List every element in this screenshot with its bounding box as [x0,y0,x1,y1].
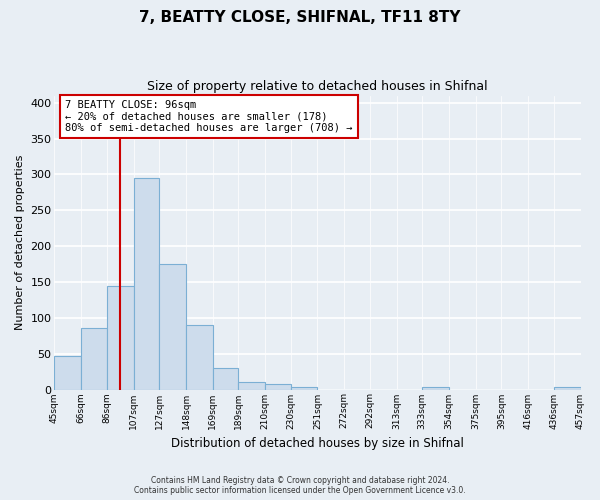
Text: Contains HM Land Registry data © Crown copyright and database right 2024.
Contai: Contains HM Land Registry data © Crown c… [134,476,466,495]
Title: Size of property relative to detached houses in Shifnal: Size of property relative to detached ho… [147,80,488,93]
Bar [422,386,449,390]
Bar [81,328,107,390]
Text: 7, BEATTY CLOSE, SHIFNAL, TF11 8TY: 7, BEATTY CLOSE, SHIFNAL, TF11 8TY [139,10,461,25]
Bar [265,384,290,390]
Bar [186,325,213,390]
Bar [238,382,265,390]
Bar [159,264,186,390]
Bar [107,286,134,390]
Bar [290,386,317,390]
Bar [55,356,81,390]
Y-axis label: Number of detached properties: Number of detached properties [15,155,25,330]
Text: 7 BEATTY CLOSE: 96sqm
← 20% of detached houses are smaller (178)
80% of semi-det: 7 BEATTY CLOSE: 96sqm ← 20% of detached … [65,100,352,133]
X-axis label: Distribution of detached houses by size in Shifnal: Distribution of detached houses by size … [171,437,464,450]
Bar [213,368,238,390]
Bar [554,386,581,390]
Bar [134,178,159,390]
